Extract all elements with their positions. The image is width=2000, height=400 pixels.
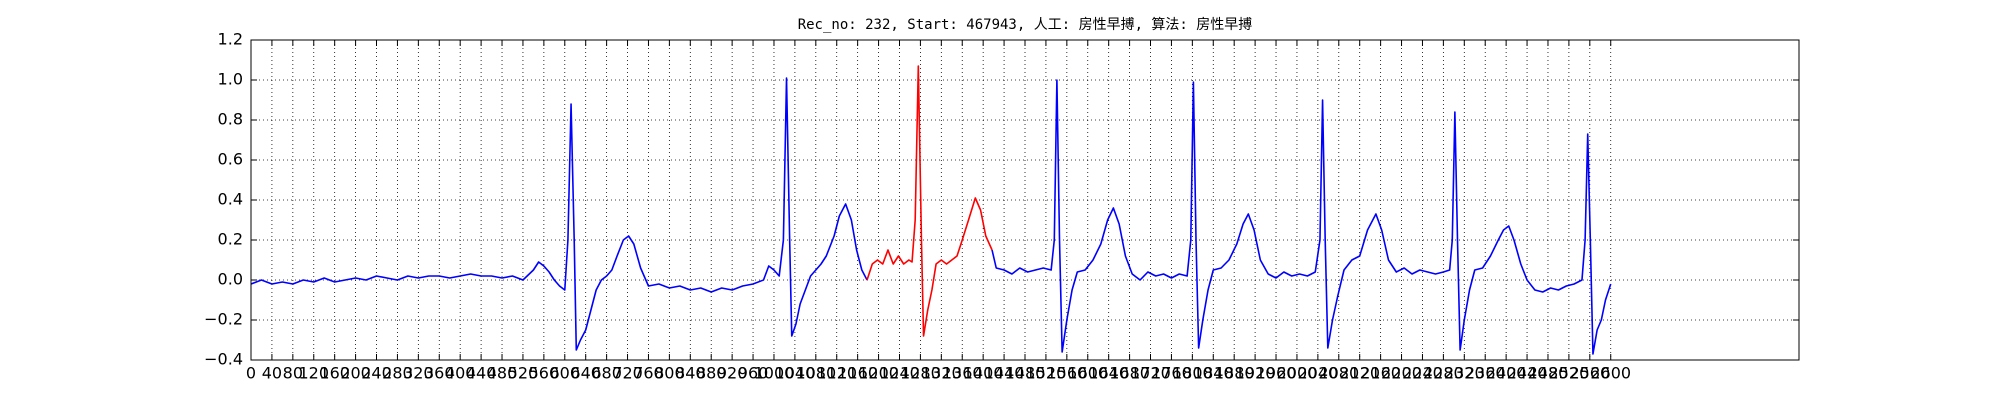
x-tick-label: 1360 <box>942 364 983 383</box>
x-tick-label: 1240 <box>879 364 920 383</box>
x-tick-label: 880 <box>696 364 727 383</box>
ecg-line <box>866 65 993 337</box>
x-tick-label: 1640 <box>1088 364 1129 383</box>
x-tick-label: 2040 <box>1298 364 1339 383</box>
ecg-line <box>250 77 1612 355</box>
x-tick-label: 2600 <box>1590 364 1631 383</box>
x-tick-label: 2520 <box>1549 364 1590 383</box>
y-tick-label: 0.0 <box>218 270 243 289</box>
x-tick-label: 2240 <box>1402 364 1443 383</box>
y-tick-label: 0.4 <box>218 190 243 209</box>
y-tick-label: −0.4 <box>204 350 243 369</box>
x-tick-label: 440 <box>466 364 497 383</box>
x-tick-label: 1760 <box>1151 364 1192 383</box>
x-tick-label: 760 <box>633 364 664 383</box>
x-tick-label: 480 <box>487 364 518 383</box>
x-tick-label: 200 <box>340 364 371 383</box>
x-tick-label: 2360 <box>1465 364 1506 383</box>
x-tick-label: 1880 <box>1214 364 1255 383</box>
x-tick-label: 280 <box>382 364 413 383</box>
plot-frame <box>250 39 1800 361</box>
x-tick-label: 1600 <box>1067 364 1108 383</box>
x-tick-label: 960 <box>738 364 769 383</box>
x-tick-label: 1160 <box>837 364 878 383</box>
x-tick-label: 720 <box>612 364 643 383</box>
x-tick-label: 1040 <box>775 364 816 383</box>
y-tick-label: 1.0 <box>218 70 243 89</box>
x-tick-label: 2560 <box>1569 364 1610 383</box>
x-tick-label: 2080 <box>1318 364 1359 383</box>
x-tick-label: 2120 <box>1339 364 1380 383</box>
x-tick-label: 1480 <box>1005 364 1046 383</box>
x-tick-label: 1720 <box>1130 364 1171 383</box>
x-tick-label: 2280 <box>1423 364 1464 383</box>
x-tick-label: 2320 <box>1444 364 1485 383</box>
x-tick-label: 1960 <box>1256 364 1297 383</box>
x-tick-label: 2200 <box>1381 364 1422 383</box>
x-tick-label: 320 <box>403 364 434 383</box>
x-tick-label: 1680 <box>1109 364 1150 383</box>
x-tick-label: 2000 <box>1277 364 1318 383</box>
x-tick-label: 840 <box>675 364 706 383</box>
x-tick-label: 520 <box>508 364 539 383</box>
chart-title: Rec_no: 232, Start: 467943, 人工: 房性早搏, 算法… <box>798 16 1253 33</box>
x-tick-label: 1800 <box>1172 364 1213 383</box>
x-tick-label: 2160 <box>1360 364 1401 383</box>
x-tick-label: 1080 <box>795 364 836 383</box>
x-tick-label: 360 <box>424 364 455 383</box>
x-tick-label: 1400 <box>963 364 1004 383</box>
x-tick-label: 800 <box>654 364 685 383</box>
x-tick-label: 920 <box>717 364 748 383</box>
x-tick-label: 40 <box>262 364 282 383</box>
x-tick-label: 1840 <box>1193 364 1234 383</box>
y-tick-label: 1.2 <box>218 30 243 49</box>
x-tick-label: 560 <box>529 364 560 383</box>
x-tick-label: 240 <box>361 364 392 383</box>
y-tick-label: 0.8 <box>218 110 243 129</box>
y-tick-label: 0.2 <box>218 230 243 249</box>
x-tick-label: 2480 <box>1528 364 1569 383</box>
x-tick-label: 1560 <box>1046 364 1087 383</box>
x-tick-label: 1920 <box>1235 364 1276 383</box>
x-tick-label: 120 <box>298 364 329 383</box>
y-tick-label: −0.2 <box>204 310 243 329</box>
x-tick-label: 1280 <box>900 364 941 383</box>
x-tick-label: 1520 <box>1026 364 1067 383</box>
x-tick-label: 1440 <box>984 364 1025 383</box>
x-tick-label: 1320 <box>921 364 962 383</box>
x-tick-label: 400 <box>445 364 476 383</box>
x-tick-label: 600 <box>550 364 581 383</box>
x-tick-label: 1000 <box>754 364 795 383</box>
x-tick-label: 80 <box>283 364 303 383</box>
x-tick-label: 1120 <box>816 364 857 383</box>
x-tick-label: 640 <box>570 364 601 383</box>
x-tick-label: 2400 <box>1486 364 1527 383</box>
x-tick-label: 1200 <box>858 364 899 383</box>
x-tick-label: 160 <box>319 364 350 383</box>
x-tick-label: 0 <box>246 364 256 383</box>
x-tick-label: 2440 <box>1507 364 1548 383</box>
y-tick-label: 0.6 <box>218 150 243 169</box>
x-tick-label: 680 <box>591 364 622 383</box>
